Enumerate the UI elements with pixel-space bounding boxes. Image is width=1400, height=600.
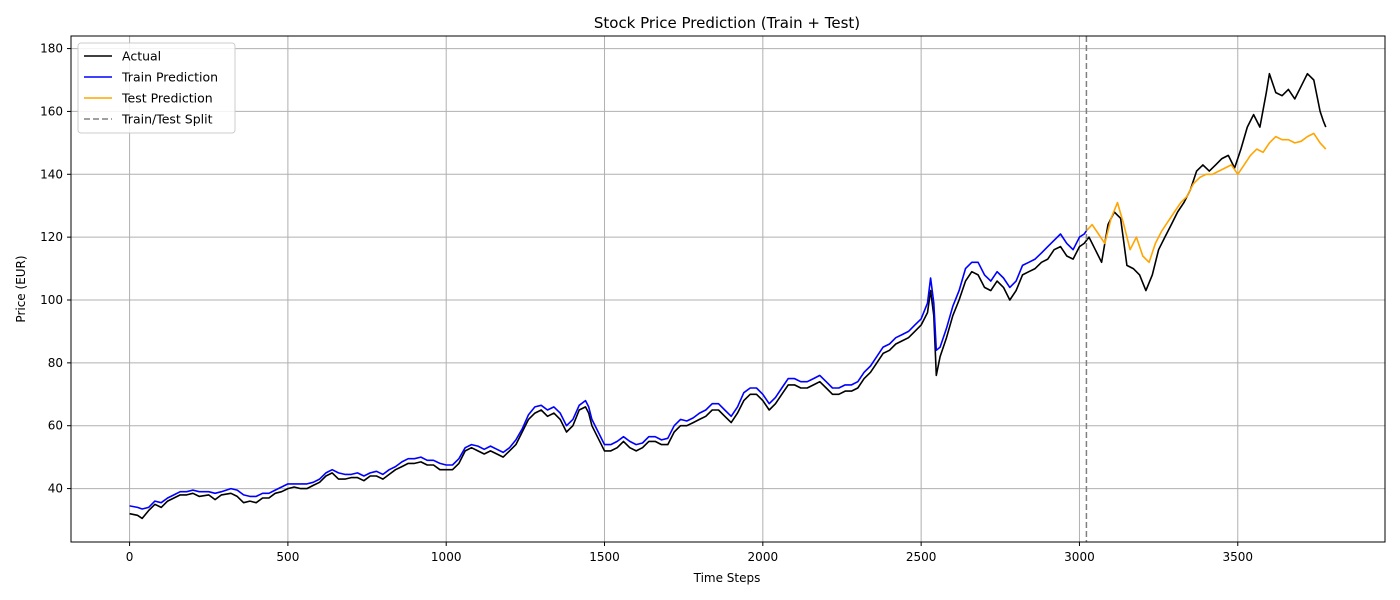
x-tick-label: 2500	[906, 550, 937, 564]
y-tick-label: 80	[48, 356, 63, 370]
x-tick-label: 3000	[1064, 550, 1095, 564]
plot-frame	[70, 35, 1386, 543]
x-axis: 0 500 1000 1500 2000 2500 3000 3500	[126, 542, 1253, 564]
x-axis-title: Time Steps	[693, 571, 761, 585]
y-tick-label: 60	[48, 419, 63, 433]
series-line-test-prediction	[1085, 132, 1327, 264]
y-tick-label: 100	[40, 293, 63, 307]
y-axis: 40 60 80 100 120 140 160 180	[40, 42, 71, 496]
legend-label: Train/Test Split	[121, 112, 213, 127]
x-tick-label: 500	[276, 550, 299, 564]
grid	[71, 36, 1385, 542]
series-line-actual	[129, 72, 1327, 520]
x-tick-label: 3500	[1222, 550, 1253, 564]
series-line-train-prediction	[129, 230, 1088, 510]
y-tick-label: 160	[40, 104, 63, 118]
y-tick-label: 120	[40, 230, 63, 244]
x-tick-label: 0	[126, 550, 134, 564]
legend-box	[77, 42, 236, 134]
x-tick-label: 2000	[748, 550, 779, 564]
y-tick-label: 40	[48, 482, 63, 496]
x-tick-label: 1000	[431, 550, 462, 564]
y-axis-title: Price (EUR)	[14, 255, 28, 322]
legend-label: Actual	[122, 49, 161, 64]
legend: Actual Train Prediction Test Prediction Tra…	[77, 42, 236, 134]
y-tick-label: 140	[40, 167, 63, 181]
legend-label: Train Prediction	[121, 70, 218, 85]
y-tick-label: 180	[40, 42, 63, 56]
chart-title: Stock Price Prediction (Train + Test)	[594, 14, 860, 32]
x-tick-label: 1500	[589, 550, 620, 564]
legend-label: Test Prediction	[121, 91, 213, 106]
series-layer	[129, 72, 1327, 520]
